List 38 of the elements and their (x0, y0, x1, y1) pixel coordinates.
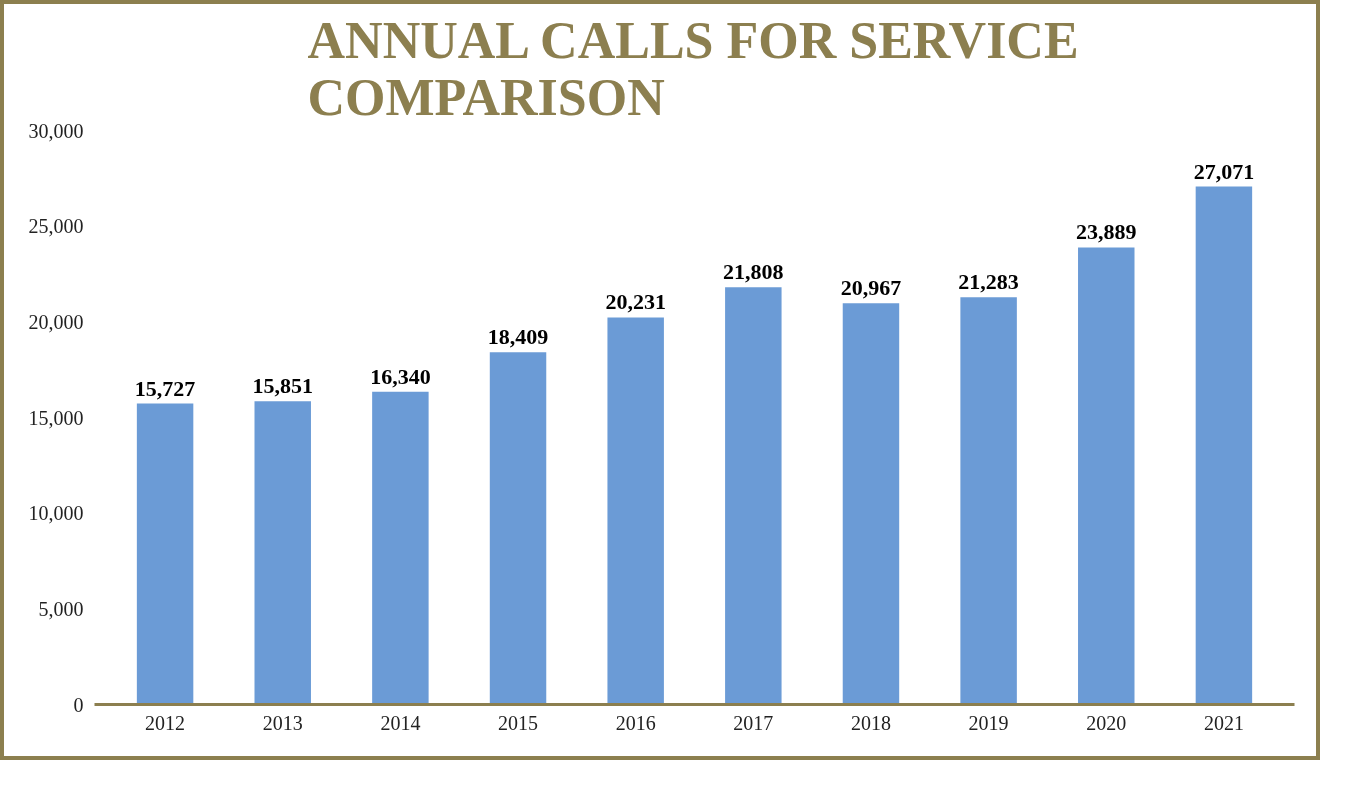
y-tick-label: 15,000 (28, 406, 84, 429)
data-label: 20,967 (840, 275, 902, 301)
x-tick-label: 2019 (968, 711, 1009, 734)
bar (842, 303, 900, 705)
bar (1195, 186, 1253, 705)
data-label: 27,071 (1193, 158, 1255, 184)
bar (960, 297, 1017, 705)
x-tick-label: 2015 (498, 711, 539, 734)
bar (1078, 247, 1135, 705)
x-tick-label: 2013 (262, 711, 303, 734)
y-tick-label: 25,000 (28, 215, 84, 238)
data-label: 18,409 (487, 324, 549, 350)
bar (607, 317, 664, 705)
bar (489, 352, 547, 705)
x-tick-label: 2018 (850, 711, 891, 734)
data-label: 23,889 (1076, 219, 1137, 245)
bar (372, 391, 429, 705)
x-tick-label: 2012 (145, 711, 186, 734)
y-tick-label: 5,000 (38, 597, 84, 620)
data-label: 21,283 (958, 269, 1019, 295)
y-tick-label: 20,000 (28, 310, 84, 333)
data-label: 16,340 (370, 363, 431, 389)
x-tick-label: 2014 (380, 711, 421, 734)
y-tick-label: 30,000 (28, 119, 84, 142)
y-tick-label: 0 (73, 693, 84, 716)
data-label: 15,851 (252, 373, 313, 399)
x-tick-label: 2020 (1086, 711, 1127, 734)
data-label: 15,727 (134, 375, 196, 401)
x-tick-label: 2017 (733, 711, 774, 734)
x-tick-label: 2021 (1203, 711, 1244, 734)
data-label: 20,231 (605, 289, 666, 315)
x-tick-label: 2016 (615, 711, 656, 734)
bar (254, 401, 311, 705)
bar (136, 403, 194, 705)
y-tick-label: 10,000 (28, 502, 84, 525)
chart-title: ANNUAL CALLS FOR SERVICE COMPARISON (307, 11, 1079, 126)
data-label: 21,808 (723, 259, 784, 285)
bar (725, 287, 782, 705)
